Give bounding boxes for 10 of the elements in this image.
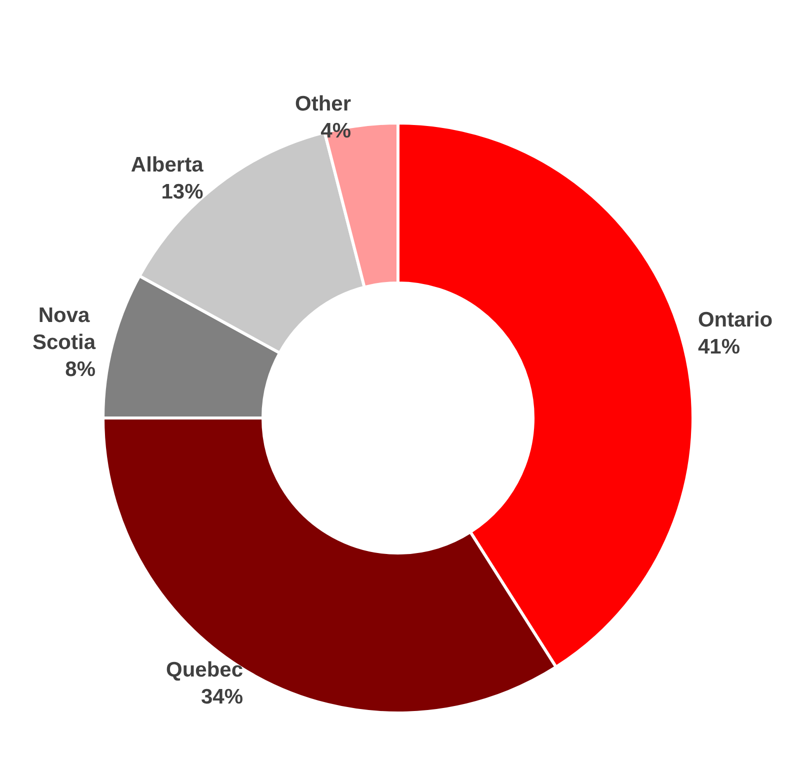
data-label: 41% [698,335,740,358]
data-label: 8% [65,358,96,382]
slice-label: Quebec [166,658,244,682]
data-label: 4% [320,119,352,142]
slice-label: Alberta [130,154,204,177]
slice-label: Ontario [698,308,773,332]
data-label: 34% [200,686,244,709]
slice-label: Nova Scotia [32,304,96,354]
data-label: 13% [161,180,204,204]
slice-label: Other [295,92,352,116]
